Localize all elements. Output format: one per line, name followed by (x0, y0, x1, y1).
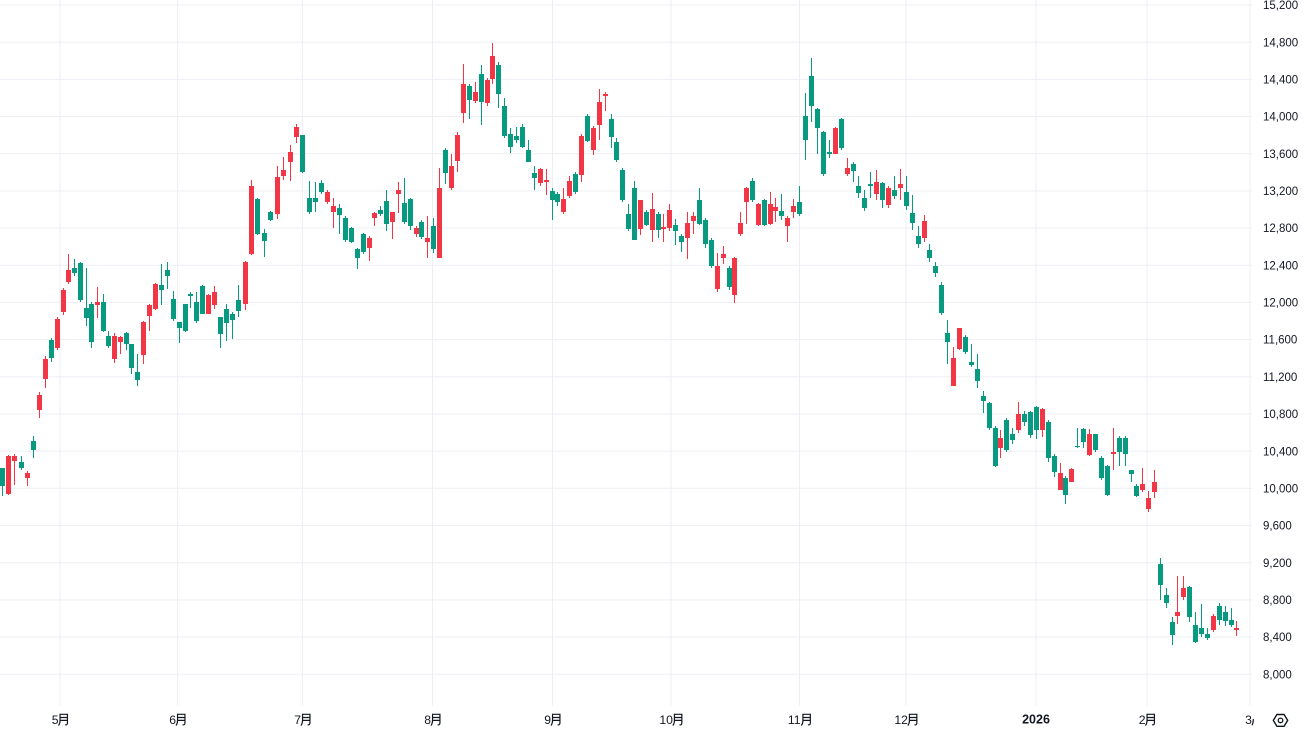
svg-text:12,000: 12,000 (1263, 298, 1298, 310)
svg-text:12,800: 12,800 (1263, 223, 1298, 235)
svg-text:10,800: 10,800 (1263, 409, 1298, 421)
svg-text:10: 10 (659, 713, 673, 727)
svg-text:14,800: 14,800 (1263, 37, 1298, 49)
svg-text:7: 7 (294, 713, 301, 727)
svg-text:11,200: 11,200 (1263, 372, 1297, 384)
svg-text:6: 6 (169, 713, 176, 727)
svg-text:3: 3 (1245, 713, 1252, 727)
svg-text:10,400: 10,400 (1263, 446, 1298, 458)
svg-text:2: 2 (1139, 713, 1146, 727)
svg-text:9,600: 9,600 (1263, 521, 1292, 533)
svg-text:8,400: 8,400 (1263, 632, 1292, 644)
svg-text:12: 12 (894, 713, 908, 727)
svg-text:8,800: 8,800 (1263, 595, 1292, 607)
svg-text:10,000: 10,000 (1263, 483, 1298, 495)
svg-text:5: 5 (52, 713, 59, 727)
svg-text:15,200: 15,200 (1263, 0, 1298, 12)
svg-text:13,200: 13,200 (1263, 186, 1298, 198)
svg-text:12,400: 12,400 (1263, 260, 1298, 272)
svg-text:9,200: 9,200 (1263, 558, 1292, 570)
svg-text:8: 8 (424, 713, 431, 727)
svg-text:8,000: 8,000 (1263, 669, 1292, 681)
svg-text:11,600: 11,600 (1263, 335, 1297, 347)
svg-text:13,600: 13,600 (1263, 149, 1298, 161)
svg-text:11: 11 (788, 713, 801, 727)
svg-text:2026: 2026 (1022, 713, 1050, 727)
svg-text:14,000: 14,000 (1263, 112, 1298, 124)
svg-text:9: 9 (544, 713, 551, 727)
svg-text:14,400: 14,400 (1263, 74, 1298, 86)
